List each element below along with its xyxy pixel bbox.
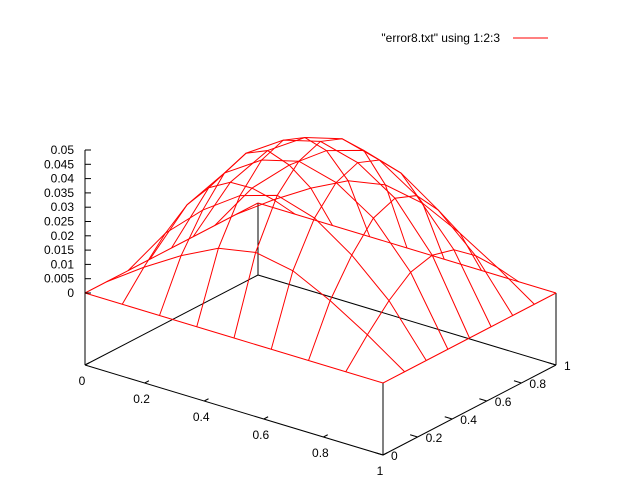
z-tick-label: 0.035 [44, 186, 74, 200]
surface-row-line [149, 159, 449, 350]
x-tick-label: 0 [79, 374, 86, 388]
surface-column-line [345, 249, 520, 373]
surface-row-line [192, 137, 492, 327]
x-tick-label: 0.6 [252, 428, 269, 442]
x-tick-label: 0.2 [133, 392, 150, 406]
surface-column-line [121, 181, 296, 305]
z-tick-label: 0.01 [51, 257, 75, 271]
z-tick-label: 0 [67, 286, 74, 300]
y-tick-label: 1 [564, 359, 571, 373]
surface-column-line [382, 292, 557, 384]
x-tick [323, 434, 328, 438]
surface-row-line [171, 139, 470, 339]
z-axis: 00.0050.010.0150.020.0250.030.0350.040.0… [44, 143, 91, 300]
surface-row-line [106, 247, 405, 373]
base-box [84, 203, 557, 456]
z-tick-label: 0.045 [44, 157, 74, 171]
base-edge-right [382, 364, 557, 456]
y-tick [410, 434, 418, 438]
surface-column-line [308, 195, 482, 361]
surface-row-line [214, 149, 514, 316]
x-tick-label: 0.4 [193, 410, 210, 424]
legend-entry: "error8.txt" using 1:2:3 [381, 31, 500, 45]
surface-column-line [233, 138, 408, 339]
base-edge-front [84, 364, 384, 456]
z-tick-label: 0.015 [44, 243, 74, 257]
y-tick [513, 380, 522, 384]
x-tick [382, 452, 388, 456]
x-tick [84, 362, 90, 366]
z-tick-label: 0.04 [51, 172, 75, 186]
z-tick-label: 0.02 [51, 229, 75, 243]
y-tick-label: 0.8 [529, 377, 546, 391]
y-tick [375, 452, 384, 456]
x-tick-label: 1 [377, 464, 384, 478]
base-edge-left [84, 274, 259, 366]
surface-mesh [84, 136, 557, 384]
surface-column-line [196, 136, 371, 327]
x-tick [263, 416, 269, 420]
y-tick-label: 0.2 [426, 431, 443, 445]
base-edge-back [257, 274, 557, 366]
surface-row-line [236, 180, 535, 305]
y-tick-label: 0 [391, 449, 398, 463]
x-tick [203, 398, 209, 402]
surface-column-line [159, 150, 333, 316]
x-tick [144, 380, 150, 384]
y-tick-label: 0.6 [495, 395, 512, 409]
y-tick [444, 416, 453, 420]
surface-column-line [84, 202, 259, 294]
surface-column-line [270, 159, 445, 350]
y-tick-label: 0.4 [460, 413, 477, 427]
y-tick [479, 398, 487, 402]
z-tick-label: 0.03 [51, 200, 75, 214]
legend: "error8.txt" using 1:2:3 [381, 31, 548, 45]
x-tick-label: 0.8 [312, 446, 329, 460]
z-tick-label: 0.005 [44, 272, 74, 286]
z-tick-label: 0.025 [44, 215, 74, 229]
z-tick-label: 0.05 [51, 143, 75, 157]
y-tick [548, 362, 557, 366]
